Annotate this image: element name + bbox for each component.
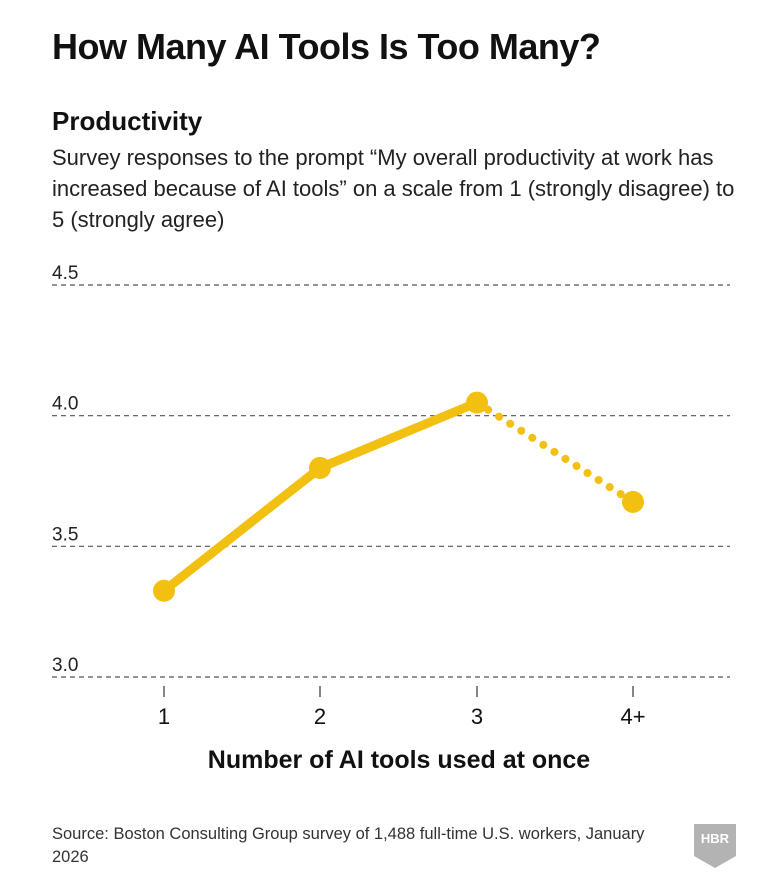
y-tick-label: 4.5	[52, 263, 78, 284]
y-axis-ticks: 3.0 3.5 4.0 4.5	[52, 263, 78, 676]
x-tick-label: 4+	[620, 704, 645, 729]
line-segment	[473, 398, 637, 506]
data-point	[309, 456, 331, 479]
chart-description: Survey responses to the prompt “My overa…	[52, 145, 735, 232]
data-point	[466, 391, 488, 414]
y-tick-label: 3.0	[52, 655, 78, 676]
page-title: How Many AI Tools Is Too Many?	[52, 26, 601, 67]
x-axis-label: Number of AI tools used at once	[208, 746, 591, 774]
data-point	[153, 579, 175, 602]
source-note: Source: Boston Consulting Group survey o…	[52, 825, 645, 866]
line-segment	[159, 463, 325, 596]
x-tick-label: 3	[471, 704, 483, 729]
gridlines	[52, 284, 730, 678]
y-tick-label: 4.0	[52, 394, 78, 415]
hbr-shield-icon	[694, 824, 736, 868]
data-point	[622, 490, 644, 513]
series-points	[153, 391, 644, 602]
chart-subtitle-heading: Productivity	[52, 106, 203, 136]
line-segment	[315, 398, 482, 473]
series-line	[159, 398, 637, 596]
x-axis-ticks: 1 2 3 4+	[158, 686, 646, 729]
x-tick-label: 1	[158, 704, 170, 729]
x-tick-label: 2	[314, 704, 326, 729]
hbr-logo: HBR	[694, 824, 736, 868]
hbr-logo-text: HBR	[701, 831, 730, 846]
y-tick-label: 3.5	[52, 524, 78, 545]
